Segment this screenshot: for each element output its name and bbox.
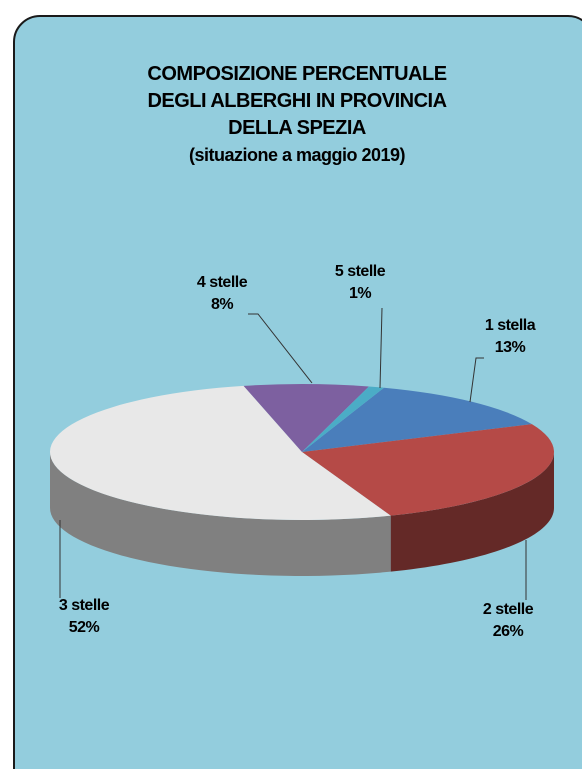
slice-label: 3 stelle: [59, 597, 110, 614]
slice-value-label: 1%: [349, 285, 371, 302]
slice-label: 1 stella: [485, 317, 536, 334]
leader-line: [379, 307, 383, 389]
chart-title: DELLA SPEZIA: [228, 117, 366, 139]
leader-line: [469, 357, 484, 403]
leader-line: [248, 313, 313, 384]
chart-subtitle: (situazione a maggio 2019): [189, 145, 406, 165]
leader-lines: [59, 307, 527, 600]
pie-slice: [50, 385, 391, 520]
pie-slice: [302, 424, 554, 516]
pie-slice: [243, 383, 369, 452]
chart-title: COMPOSIZIONE PERCENTUALE: [147, 63, 446, 85]
pie-slice: [302, 387, 532, 452]
pie-slice-side: [50, 452, 391, 576]
slice-value-label: 52%: [69, 619, 100, 636]
slice-value-label: 26%: [493, 623, 524, 640]
pie-slice: [302, 386, 385, 452]
pie: [50, 383, 554, 576]
slice-value-label: 8%: [211, 296, 233, 313]
chart-title: DEGLI ALBERGHI IN PROVINCIA: [147, 90, 446, 112]
slice-label: 4 stelle: [197, 274, 248, 291]
slice-value-label: 13%: [495, 339, 526, 356]
pie-slice-side: [390, 452, 554, 572]
slice-label: 2 stelle: [483, 601, 534, 618]
slice-label: 5 stelle: [335, 263, 386, 280]
